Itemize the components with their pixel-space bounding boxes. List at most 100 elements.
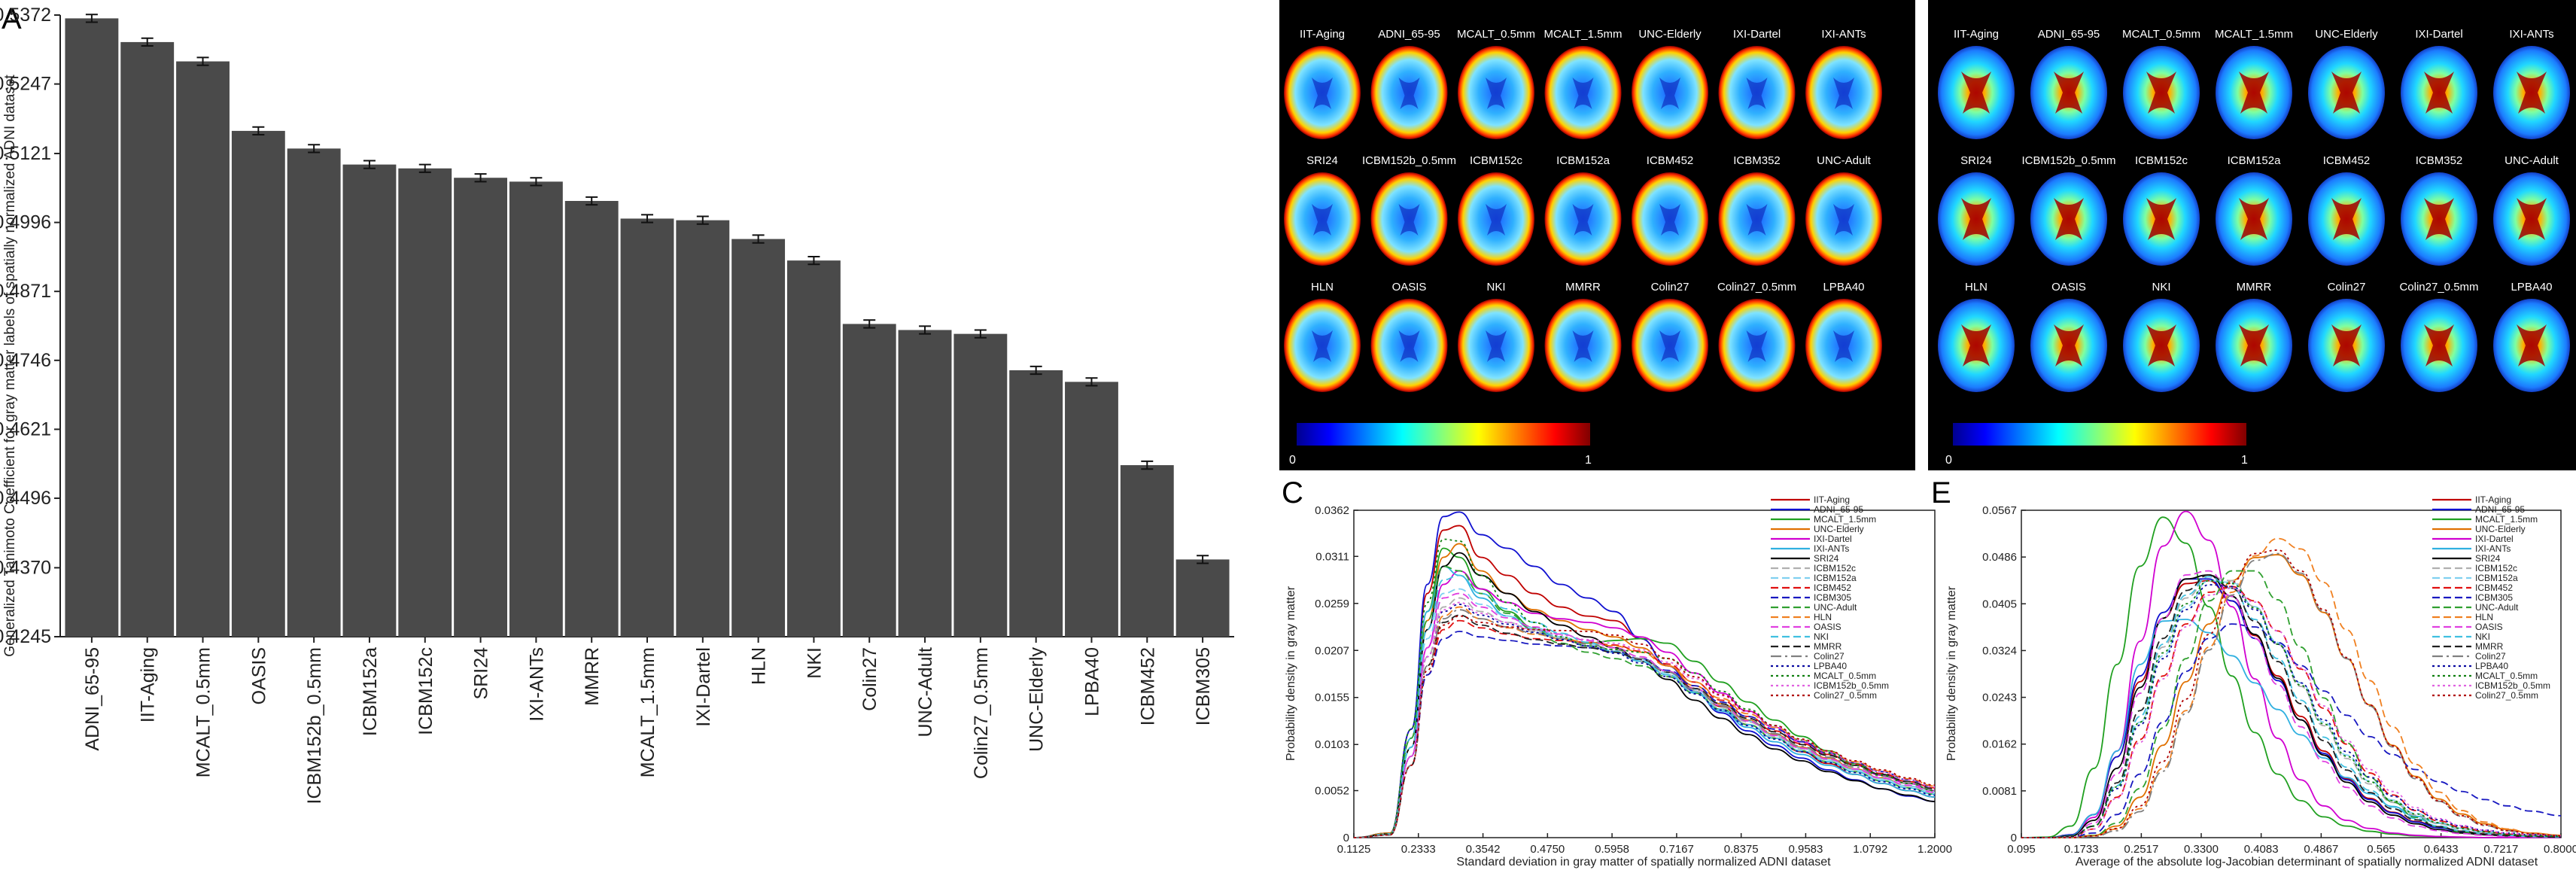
panel-a-y-tick-label: 0.5121 bbox=[0, 143, 51, 164]
panel-a-y-tick-label: 0.4871 bbox=[0, 281, 51, 302]
map-title: ICBM452 bbox=[1647, 154, 1694, 167]
panel-c-series-line bbox=[1353, 609, 1936, 838]
panel-e-series-line bbox=[2021, 574, 2562, 838]
panel-b-colorbar bbox=[1297, 423, 1590, 446]
ventricle-region bbox=[2517, 198, 2547, 240]
panel-e-legend-label: MCALT_0.5mm bbox=[2475, 671, 2538, 681]
panel-e-series-line bbox=[2021, 623, 2562, 838]
panel-c-series-line bbox=[1353, 525, 1936, 838]
panel-a-x-tick-label: ICBM452 bbox=[1137, 647, 1158, 726]
panel-c-x-tick-label: 1.2000 bbox=[1918, 843, 1952, 856]
panel-e-y-axis-label: Probability density in gray matter bbox=[1945, 586, 1958, 761]
map-title: ICBM152c bbox=[1470, 154, 1523, 167]
panel-e-series-line bbox=[2021, 554, 2562, 838]
panel-a-x-tick-label: UNC-Adult bbox=[915, 647, 936, 738]
ventricle-region bbox=[1312, 204, 1333, 236]
ventricle-region bbox=[2424, 71, 2454, 114]
panel-e-legend-label: ICBM152c bbox=[2475, 563, 2517, 573]
bar-ixi-dartel bbox=[676, 220, 730, 637]
map-title: IXI-Dartel bbox=[2415, 28, 2462, 41]
panel-e-plot: 0.095 0.1733 0.2517 0.3300 0.4083 0.4867 0.565… bbox=[1982, 494, 2576, 856]
map-title: SRI24 bbox=[1960, 154, 1992, 167]
panel-a-x-tick-label: HLN bbox=[749, 647, 770, 685]
panel-c-legend-label: ICBM152c bbox=[1814, 563, 1856, 573]
panel-c-legend-label: ICBM152a bbox=[1814, 573, 1857, 583]
panel-a-x-tick-label: ICBM305 bbox=[1193, 647, 1214, 726]
ventricle-region bbox=[1572, 204, 1594, 236]
map-title: OASIS bbox=[1392, 281, 1427, 294]
panel-c-series-line bbox=[1353, 606, 1936, 838]
bar-unc-adult bbox=[898, 330, 952, 637]
panel-d-colorbar bbox=[1953, 423, 2246, 446]
panel-c-x-tick-label: 1.0792 bbox=[1853, 843, 1887, 856]
panel-a-x-tick-label: ICBM152c bbox=[415, 647, 436, 735]
bar-oasis bbox=[231, 130, 285, 637]
panel-c-y-tick-label: 0.0155 bbox=[1315, 692, 1349, 704]
ventricle-region bbox=[1486, 78, 1507, 109]
bar-icbm305 bbox=[1175, 559, 1230, 637]
ventricle-region bbox=[1961, 324, 1991, 367]
panel-a-x-tick-label: MMRR bbox=[582, 647, 603, 706]
ventricle-region bbox=[2424, 324, 2454, 367]
panel-a-x-tick-label: ADNI_65-95 bbox=[82, 647, 103, 751]
ventricle-region bbox=[2054, 324, 2084, 367]
ventricle-region bbox=[2424, 198, 2454, 240]
panel-c-legend-label: SRI24 bbox=[1814, 553, 1839, 564]
panel-e-series-line bbox=[2021, 549, 2562, 838]
panel-d-colorbar-max: 1 bbox=[2241, 454, 2248, 467]
ventricle-region bbox=[1961, 198, 1991, 240]
panel-e-legend-label: ADNI_65-95 bbox=[2475, 504, 2525, 515]
ventricle-region bbox=[1833, 330, 1854, 362]
ventricle-region bbox=[1746, 78, 1768, 109]
panel-a-x-tick-labels: ADNI_65-95 IIT-Aging MCALT_0.5mm OASIS ICBM1… bbox=[82, 637, 1214, 804]
map-title: UNC-Elderly bbox=[1638, 28, 1702, 41]
bar-icbm152b_0.5mm bbox=[287, 148, 341, 637]
panel-label-e: E bbox=[1931, 476, 1951, 510]
map-title: MMRR bbox=[2237, 281, 2272, 294]
bar-sri24 bbox=[454, 178, 507, 637]
panel-c-series-line bbox=[1353, 614, 1936, 838]
panel-d-heatmaps: D IIT-Aging ADNI_65-95 MCALT_0.5mm MCALT_1.… bbox=[1928, 0, 2576, 470]
ventricle-region bbox=[2239, 71, 2269, 114]
panel-label-d: D bbox=[1931, 2, 1953, 35]
map-title: UNC-Adult bbox=[2505, 154, 2559, 167]
panel-c-y-tick-label: 0 bbox=[1343, 832, 1349, 844]
panel-e-series-line bbox=[2021, 537, 2562, 838]
panel-c-legend-label: Colin27 bbox=[1814, 651, 1845, 662]
panel-c-legend-label: IIT-Aging bbox=[1814, 494, 1850, 505]
panel-a-x-tick-label: ICBM152a bbox=[360, 647, 381, 736]
ventricle-region bbox=[2331, 198, 2362, 240]
ventricle-region bbox=[2146, 324, 2176, 367]
panel-c-axes-box bbox=[1353, 510, 1936, 838]
ventricle-region bbox=[1659, 204, 1680, 236]
panel-c-legend-label: MMRR bbox=[1814, 641, 1842, 652]
panel-e-y-tick-label: 0.0243 bbox=[1982, 692, 2017, 704]
panel-c-legend-label: NKI bbox=[1814, 631, 1829, 642]
map-title: IXI-ANTs bbox=[2509, 28, 2553, 41]
bar-colin27_0.5mm bbox=[953, 333, 1008, 637]
panel-e-legend-label: ICBM152b_0.5mm bbox=[2475, 680, 2550, 691]
map-title: HLN bbox=[1311, 281, 1334, 294]
map-title: Colin27_0.5mm bbox=[2399, 281, 2478, 294]
panel-c-legend-label: HLN bbox=[1814, 612, 1832, 622]
panel-c-density-chart: C 0.1125 0.2333 0.3542 0.4750 0.5958 0.7167 0.… bbox=[1282, 476, 1952, 868]
panel-c-series-line bbox=[1353, 601, 1936, 838]
panel-e-legend-label: ICBM452 bbox=[2475, 583, 2513, 593]
panel-d-brain-grid: IIT-Aging ADNI_65-95 MCALT_0.5mm MCALT_1.5m… bbox=[1938, 28, 2570, 392]
panel-c-legend-label: ICBM152b_0.5mm bbox=[1814, 680, 1889, 691]
panel-a-bars bbox=[65, 14, 1230, 637]
panel-c-legend-label: ICBM305 bbox=[1814, 592, 1851, 603]
ventricle-region bbox=[1312, 78, 1333, 109]
panel-e-series-line bbox=[2021, 570, 2561, 838]
panel-e-legend-label: IXI-ANTs bbox=[2475, 543, 2511, 554]
ventricle-region bbox=[2331, 71, 2362, 114]
panel-e-legend-label: MMRR bbox=[2475, 641, 2504, 652]
panel-a-x-tick-label: SRI24 bbox=[471, 647, 492, 700]
panel-d-colorbar-min: 0 bbox=[1945, 454, 1952, 467]
panel-c-x-tick-label: 0.5958 bbox=[1595, 843, 1629, 856]
panel-c-legend-label: MCALT_0.5mm bbox=[1814, 671, 1876, 681]
panel-e-x-tick-label: 0.7217 bbox=[2483, 843, 2518, 856]
panel-label-c: C bbox=[1282, 476, 1303, 510]
panel-a-x-tick-label: ICBM152b_0.5mm bbox=[304, 647, 325, 804]
panel-e-y-tick-label: 0.0081 bbox=[1982, 785, 2017, 798]
